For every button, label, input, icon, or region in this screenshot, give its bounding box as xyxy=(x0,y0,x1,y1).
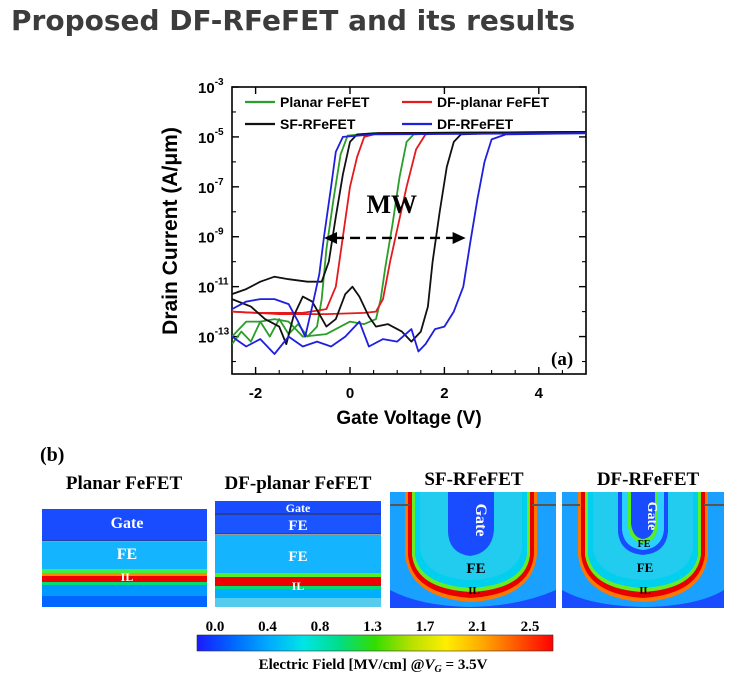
colorbar-label-sub: G xyxy=(435,664,443,675)
fieldmap-dfplanar-il: IL xyxy=(292,579,305,593)
fieldmap-planar: Gate FE IL xyxy=(42,509,207,607)
legend-label-planar: Planar FeFET xyxy=(280,94,370,110)
fieldmap-df-il: IL xyxy=(639,585,651,597)
fieldmap-planar-il: IL xyxy=(121,570,134,584)
panel-title-planar: Planar FeFET xyxy=(66,473,183,494)
colorbar-tick-label: 2.5 xyxy=(521,619,540,635)
colorbar-ticks: 0.0 0.4 0.8 1.3 1.7 2.1 2.5 xyxy=(206,619,540,635)
page-title: Proposed DF-RFeFET and its results xyxy=(11,4,576,37)
y-tick-label: 10-11 xyxy=(198,277,229,297)
fieldmap-planar-fe: FE xyxy=(117,546,137,563)
panel-a-label: (a) xyxy=(551,349,573,370)
y-tick-label: 10-3 xyxy=(198,77,224,97)
fieldmap-dfplanar-fe2: FE xyxy=(288,549,307,565)
mw-arrowhead-left xyxy=(324,231,338,244)
fieldmap-dfplanar-fe1: FE xyxy=(288,518,307,534)
fieldmap-planar-gate: Gate xyxy=(111,515,144,532)
fieldmap-sf-il: IL xyxy=(468,585,480,597)
panel-title-dfplanar: DF-planar FeFET xyxy=(225,473,372,494)
fieldmap-df: Gate FE FE IL xyxy=(562,492,724,608)
x-tick-label: 4 xyxy=(535,385,544,402)
legend: Planar FeFET DF-planar FeFET SF-RFeFET D… xyxy=(245,94,549,132)
panel-title-sf: SF-RFeFET xyxy=(424,469,524,490)
colorbar-tick-label: 0.8 xyxy=(311,619,330,635)
y-tick-label: 10-7 xyxy=(198,177,224,197)
colorbar xyxy=(196,634,554,652)
x-tick-label: 0 xyxy=(346,385,354,402)
panel-title-df: DF-RFeFET xyxy=(597,469,700,490)
colorbar-tick-label: 0.4 xyxy=(258,619,277,635)
colorbar-tick-label: 2.1 xyxy=(468,619,487,635)
colorbar-tick-label: 1.3 xyxy=(363,619,382,635)
plot-ticks: -2 0 2 4 10-3 10-5 10-7 10-9 10-11 10-13 xyxy=(198,77,587,402)
y-tick-label: 10-9 xyxy=(198,227,224,247)
y-tick-label: 10-5 xyxy=(198,127,224,147)
legend-label-dfplanar: DF-planar FeFET xyxy=(437,94,549,110)
x-tick-label: -2 xyxy=(249,385,262,402)
curve-group xyxy=(232,131,586,355)
x-axis-title: Gate Voltage (V) xyxy=(336,408,481,429)
series-line-sf-rfefet xyxy=(232,131,586,345)
fieldmap-sf-fe: FE xyxy=(466,561,485,577)
legend-label-sf: SF-RFeFET xyxy=(280,116,356,132)
colorbar-label: Electric Field [MV/cm] @VG = 3.5V xyxy=(259,657,488,675)
fieldmap-dfplanar: Gate FE FE IL xyxy=(215,501,381,607)
legend-label-df: DF-RFeFET xyxy=(437,116,514,132)
y-axis-title: Drain Current (A/μm) xyxy=(159,127,182,335)
mw-arrowhead-right xyxy=(452,231,466,244)
series-line-df-rfefet xyxy=(232,132,586,338)
series-line-planar-fefet xyxy=(232,131,586,338)
colorbar-tick-label: 0.0 xyxy=(206,619,225,635)
fieldmap-df-fe1: FE xyxy=(638,539,651,550)
fieldmap-sf-gate: Gate xyxy=(472,504,489,537)
fieldmap-dfplanar-gate: Gate xyxy=(286,501,311,515)
fieldmap-df-fe2: FE xyxy=(637,560,654,575)
fieldmap-df-gate: Gate xyxy=(644,502,659,531)
colorbar-label-var: V xyxy=(425,657,437,673)
colorbar-label-prefix: Electric Field [MV/cm] @ xyxy=(259,657,425,673)
panel-b-label: (b) xyxy=(40,444,64,466)
mw-label: MW xyxy=(367,190,418,219)
mw-annotation: MW xyxy=(324,190,466,244)
fieldmap-sf: Gate FE IL xyxy=(390,492,556,608)
colorbar-tick-label: 1.7 xyxy=(416,619,435,635)
series-line-df-planar-fefet xyxy=(232,131,586,314)
colorbar-label-suffix: = 3.5V xyxy=(442,657,488,673)
x-tick-label: 2 xyxy=(440,385,448,402)
series-line-df-rfefet xyxy=(232,132,586,355)
y-tick-label: 10-13 xyxy=(198,327,230,347)
